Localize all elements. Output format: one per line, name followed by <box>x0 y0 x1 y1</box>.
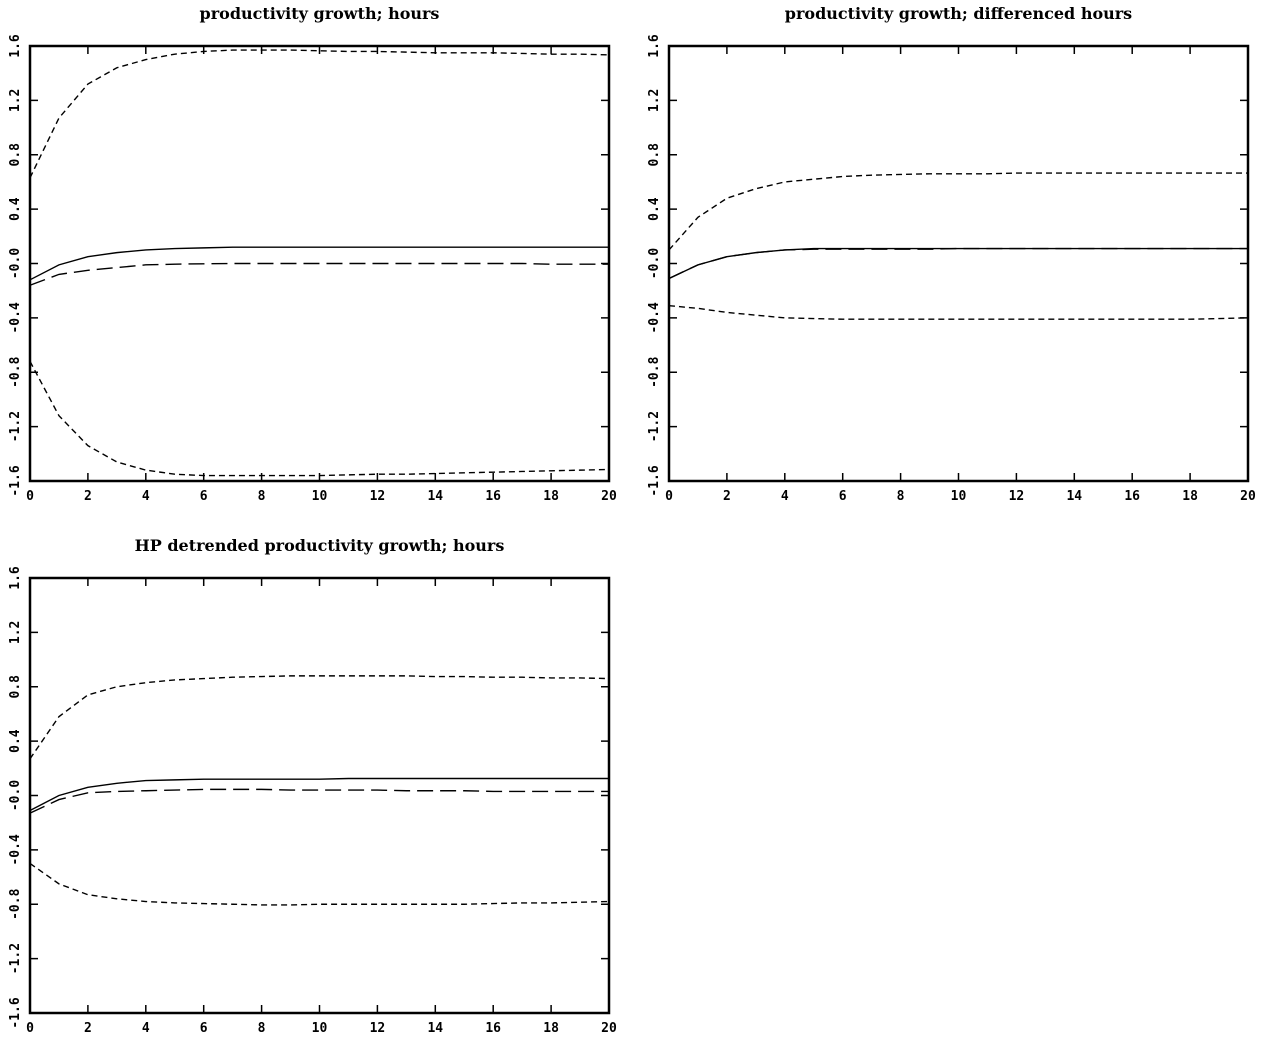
x-tick-label: 6 <box>200 489 208 504</box>
y-tick-label: -0.8 <box>647 356 662 387</box>
x-tick-label: 10 <box>951 489 967 504</box>
series-line-3-short-dash <box>29 675 610 760</box>
series-line-1-solid <box>668 247 1248 280</box>
series-line-4-short-dash <box>29 862 610 906</box>
x-tick-label: 18 <box>543 1021 559 1036</box>
y-tick-label: 0.4 <box>647 197 662 221</box>
series-line-2-long-dash <box>668 247 1248 280</box>
y-tick-label: -1.6 <box>8 465 23 496</box>
x-tick-label: 20 <box>601 489 617 504</box>
chart-panel-2: productivity growth; differenced hours 0 2… <box>647 4 1256 504</box>
y-tick-label: 0.4 <box>8 197 23 221</box>
x-tick-label: 8 <box>258 489 266 504</box>
x-tick-label: 2 <box>84 489 92 504</box>
y-tick-label: -0.0 <box>8 248 23 279</box>
x-tick-label: 2 <box>723 489 731 504</box>
y-tick-label: -0.4 <box>8 834 23 865</box>
series-line-2-long-dash <box>29 788 609 814</box>
y-tick-label: 1.2 <box>8 89 23 112</box>
y-tick-label: -0.4 <box>647 302 662 333</box>
x-tick-label: 4 <box>142 489 150 504</box>
x-tick-label: 0 <box>26 1021 34 1036</box>
x-tick-label: 4 <box>142 1021 150 1036</box>
x-tick-label: 14 <box>427 489 443 504</box>
y-tick-label: -1.2 <box>647 411 662 442</box>
x-tick-label: 12 <box>370 1021 386 1036</box>
y-tick-label: 1.2 <box>647 89 662 112</box>
x-tick-label: 2 <box>84 1021 92 1036</box>
y-tick-label: -1.6 <box>647 465 662 496</box>
x-tick-label: 16 <box>485 1021 501 1036</box>
y-tick-label: 1.6 <box>8 566 23 590</box>
y-tick-label: -1.2 <box>8 411 23 442</box>
series-line-3-short-dash <box>29 49 610 179</box>
series-line-2-long-dash <box>29 262 609 286</box>
plot-frame <box>667 44 1250 483</box>
y-tick-label: -1.2 <box>8 943 23 974</box>
plot-frame <box>28 576 611 1015</box>
y-tick-label: 0.8 <box>647 143 662 167</box>
chart-panel-3: HP detrended productivity growth; hours 0… <box>8 536 617 1036</box>
y-tick-label: 1.6 <box>8 34 23 58</box>
x-tick-label: 10 <box>312 489 328 504</box>
x-tick-label: 18 <box>1182 489 1198 504</box>
y-tick-label: -0.8 <box>8 356 23 387</box>
x-tick-label: 8 <box>897 489 905 504</box>
x-tick-label: 16 <box>485 489 501 504</box>
series-line-4-short-dash <box>29 361 610 477</box>
x-tick-label: 12 <box>370 489 386 504</box>
x-tick-label: 12 <box>1009 489 1025 504</box>
y-tick-label: 1.6 <box>647 34 662 58</box>
y-tick-label: -0.0 <box>8 780 23 811</box>
y-tick-label: -0.0 <box>647 248 662 279</box>
x-tick-label: 18 <box>543 489 559 504</box>
x-tick-label: 4 <box>781 489 789 504</box>
y-tick-label: -0.4 <box>8 302 23 333</box>
series-line-4-short-dash <box>668 304 1249 320</box>
x-tick-label: 6 <box>200 1021 208 1036</box>
chart-panel-1: productivity growth; hours 0 2 4 6 8 10 12 14 16 1… <box>8 4 617 504</box>
x-tick-label: 14 <box>1066 489 1082 504</box>
y-tick-label: 0.8 <box>8 675 23 699</box>
series-line-3-short-dash <box>668 172 1248 251</box>
series-line-1-solid <box>29 777 609 812</box>
chart-title: HP detrended productivity growth; hours <box>135 536 505 555</box>
y-tick-label: 1.2 <box>8 621 23 644</box>
y-tick-label: -1.6 <box>8 997 23 1028</box>
x-tick-label: 8 <box>258 1021 266 1036</box>
chart-title: productivity growth; differenced hours <box>785 4 1132 23</box>
y-tick-label: 0.8 <box>8 143 23 167</box>
x-tick-label: 14 <box>427 1021 443 1036</box>
y-tick-label: -0.8 <box>8 888 23 919</box>
x-tick-label: 10 <box>312 1021 328 1036</box>
x-tick-label: 20 <box>601 1021 617 1036</box>
x-tick-label: 20 <box>1240 489 1256 504</box>
x-tick-label: 16 <box>1124 489 1140 504</box>
x-tick-label: 6 <box>839 489 847 504</box>
chart-title: productivity growth; hours <box>200 4 440 23</box>
series-line-1-solid <box>29 246 609 281</box>
x-tick-label: 0 <box>26 489 34 504</box>
y-tick-label: 0.4 <box>8 729 23 753</box>
x-tick-label: 0 <box>665 489 673 504</box>
